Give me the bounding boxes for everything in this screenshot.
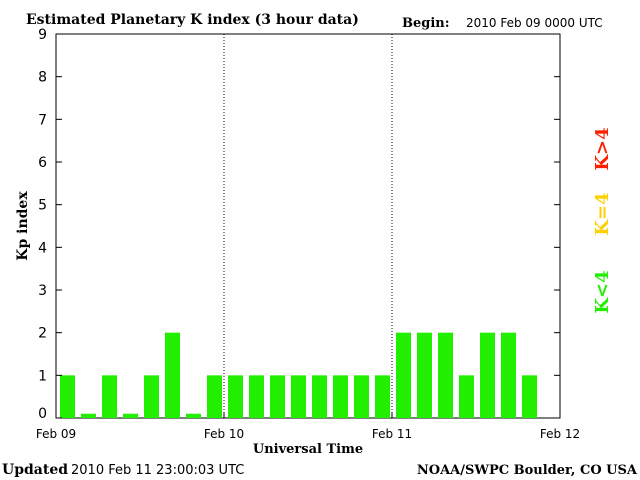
kp-bar bbox=[123, 413, 138, 418]
kp-bar bbox=[165, 332, 180, 418]
kp-bar bbox=[312, 375, 327, 418]
kp-bar bbox=[333, 375, 348, 418]
begin-value: 2010 Feb 09 0000 UTC bbox=[466, 16, 603, 30]
kp-bar bbox=[144, 375, 159, 418]
kp-bar bbox=[459, 375, 474, 418]
y-axis-ticks: 0 1 2 3 4 5 6 7 8 9 bbox=[38, 27, 560, 422]
source-credit: NOAA/SWPC Boulder, CO USA bbox=[417, 463, 638, 478]
y-tick-label: 6 bbox=[38, 155, 47, 171]
kp-bar bbox=[270, 375, 285, 418]
kp-bar bbox=[480, 332, 495, 418]
x-axis-ticks: Feb 09 Feb 10 Feb 11 Feb 12 bbox=[36, 412, 580, 441]
chart-title: Estimated Planetary K index (3 hour data… bbox=[26, 12, 359, 28]
legend-k-equal-4: K=4 bbox=[592, 192, 613, 235]
y-tick-label: 1 bbox=[38, 368, 47, 384]
y-tick-label: 0 bbox=[38, 406, 47, 422]
kp-bar bbox=[102, 375, 117, 418]
x-tick-label: Feb 11 bbox=[372, 427, 412, 441]
begin-label: Begin: bbox=[402, 16, 450, 31]
kp-bar bbox=[354, 375, 369, 418]
y-tick-label: 3 bbox=[38, 283, 47, 299]
y-tick-label: 9 bbox=[38, 27, 47, 43]
y-tick-label: 2 bbox=[38, 326, 47, 342]
kp-bar bbox=[396, 332, 411, 418]
y-tick-label: 8 bbox=[38, 70, 47, 86]
y-tick-label: 5 bbox=[38, 198, 47, 214]
plot-area bbox=[55, 33, 561, 419]
kp-bar bbox=[375, 375, 390, 418]
updated-label: Updated bbox=[2, 462, 68, 478]
kp-bar bbox=[522, 375, 537, 418]
kp-bar bbox=[186, 413, 201, 418]
kp-bar bbox=[291, 375, 306, 418]
bar-series bbox=[60, 332, 537, 418]
x-tick-label: Feb 09 bbox=[36, 427, 76, 441]
kp-bar bbox=[438, 332, 453, 418]
x-tick-label: Feb 10 bbox=[204, 427, 244, 441]
x-tick-label: Feb 12 bbox=[540, 427, 580, 441]
kp-bar bbox=[249, 375, 264, 418]
legend-k-less-4: K<4 bbox=[592, 270, 613, 313]
kp-bar bbox=[417, 332, 432, 418]
y-axis-label: Kp index bbox=[15, 191, 31, 261]
kp-bar bbox=[81, 413, 96, 418]
legend-k-greater-4: K>4 bbox=[592, 127, 613, 170]
kp-bar bbox=[228, 375, 243, 418]
x-axis-label: Universal Time bbox=[253, 442, 363, 457]
day-separators bbox=[223, 34, 393, 418]
y-tick-label: 7 bbox=[38, 112, 47, 128]
y-tick-label: 4 bbox=[38, 240, 47, 256]
kp-bar bbox=[207, 375, 222, 418]
updated-value: 2010 Feb 11 23:00:03 UTC bbox=[71, 463, 244, 478]
kp-bar bbox=[60, 375, 75, 418]
kp-bar bbox=[501, 332, 516, 418]
